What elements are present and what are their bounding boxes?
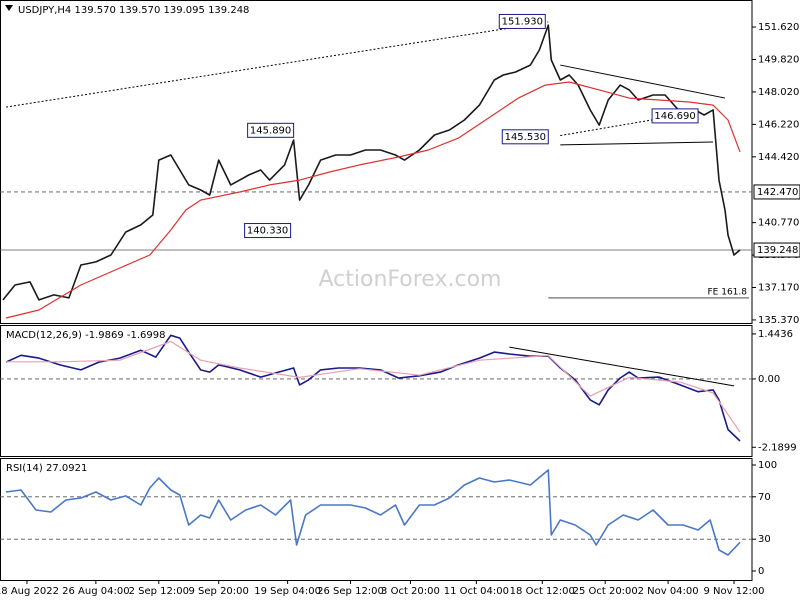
x-tick-label: 2 Sep 12:00 [129,586,189,597]
annotation-box [501,129,549,145]
panel-title: MACD(12,26,9) -1.9869 -1.6998 [6,330,166,341]
level-box [753,242,800,258]
x-tick-label: 26 Aug 04:00 [62,586,129,597]
annotation-box [247,122,295,138]
y-tick-label: 0.00 [758,374,780,385]
x-tick-label: 11 Oct 04:00 [444,586,509,597]
annotation-box [244,223,292,239]
x-tick-label: 2 Nov 04:00 [638,586,699,597]
x-tick-label: 18 Aug 2022 [0,586,59,597]
y-tick-label: 140.770 [758,218,799,229]
y-tick-label: 144.420 [758,152,799,163]
y-tick-label: 146.220 [758,119,799,130]
annotation-box [651,108,699,124]
y-tick-label: 135.370 [758,315,799,326]
annotation-box [498,13,546,29]
x-tick-label: 19 Sep 04:00 [254,586,321,597]
level-box [753,184,800,200]
level-label: FE 161.8 [708,287,748,297]
x-tick-label: 25 Oct 20:00 [573,586,638,597]
watermark: ActionForex.com [319,267,502,292]
y-tick-label: -2.1899 [758,442,797,453]
y-tick-label: 149.820 [758,54,799,65]
annotation-label: 146.690 [654,111,695,122]
panel-title: USDJPY,H4 139.570 139.570 139.095 139.24… [18,5,249,16]
x-tick-label: 9 Nov 12:00 [703,586,764,597]
level-label: 142.470 [757,187,798,198]
x-tick-label: 3 Oct 20:00 [381,586,440,597]
x-tick-label: 26 Sep 12:00 [317,586,384,597]
x-tick-label: 9 Sep 20:00 [189,586,249,597]
y-tick-label: 0 [758,566,764,577]
y-tick-label: 151.620 [758,22,799,33]
y-tick-label: 1.4436 [758,329,793,340]
trendline [5,21,549,108]
series-line [5,81,741,319]
series-line [6,340,741,433]
panel-frame [0,325,753,457]
trendline [509,346,735,387]
annotation-label: 151.930 [502,16,543,27]
annotation-label: 140.330 [247,226,288,237]
annotation-label: 145.890 [250,125,291,136]
y-tick-label: 100 [758,460,777,471]
panel-title: RSI(14) 27.0921 [6,463,87,474]
annotation-label: 145.530 [505,132,546,143]
series-line [5,334,741,442]
y-tick-label: 70 [758,492,771,503]
y-tick-label: 137.170 [758,282,799,293]
trendline [560,141,714,146]
trendline [560,64,726,99]
y-tick-label: 30 [758,534,771,545]
panel-frame [0,0,753,324]
symbol-icon [5,5,13,11]
y-tick-label: 148.020 [758,87,799,98]
panel-frame [0,458,753,581]
series-line [2,24,741,301]
series-line [5,469,741,556]
x-tick-label: 18 Oct 12:00 [510,586,575,597]
level-label: 139.248 [757,245,798,256]
